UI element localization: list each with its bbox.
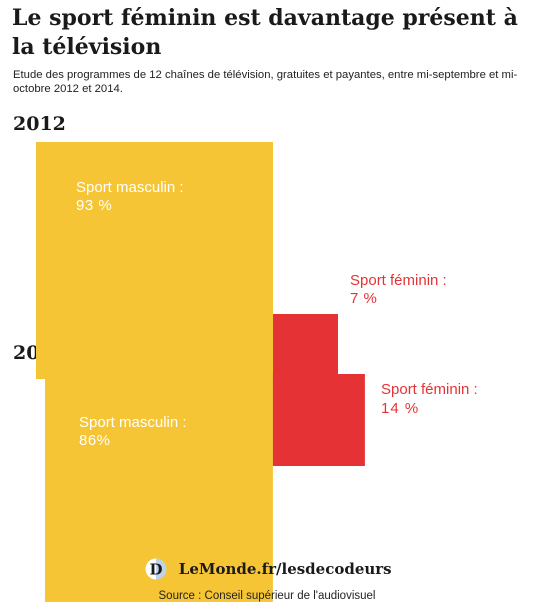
source-note: Source : Conseil supérieur de l'audiovis… xyxy=(158,590,376,602)
label-2014-masculin-name: Sport masculin : xyxy=(79,414,187,431)
label-2012-feminin-name: Sport féminin : xyxy=(350,272,447,289)
area-2012-sport-masculin xyxy=(36,142,273,379)
label-2014-feminin-name: Sport féminin : xyxy=(381,381,478,398)
brand-row: D LeMonde.fr/lesdecodeurs xyxy=(0,555,534,583)
area-2012-sport-feminin xyxy=(273,314,338,379)
brand-link[interactable]: LeMonde.fr/lesdecodeurs xyxy=(178,560,392,578)
label-2012-masculin-name: Sport masculin : xyxy=(76,179,184,196)
logo-letter: D xyxy=(150,561,163,579)
year-label-2012: 2012 xyxy=(13,113,66,135)
panel-2012: Sport masculin : 93 % Sport féminin : 7 … xyxy=(36,142,447,379)
panel-2014: Sport masculin : 86% Sport féminin : 14 … xyxy=(45,374,478,602)
label-2014-feminin-value: 14 % xyxy=(381,400,419,417)
area-2014-sport-feminin xyxy=(272,374,365,466)
chart-title: Le sport féminin est davantage présent à… xyxy=(12,5,518,60)
le-monde-decodeurs-logo-icon: D xyxy=(142,555,170,583)
label-2012-masculin-value: 93 % xyxy=(76,197,112,214)
chart-subtitle: Etude des programmes de 12 chaînes de té… xyxy=(13,69,518,95)
label-2014-masculin-value: 86% xyxy=(79,432,111,449)
label-2012-feminin-value: 7 % xyxy=(350,290,377,307)
